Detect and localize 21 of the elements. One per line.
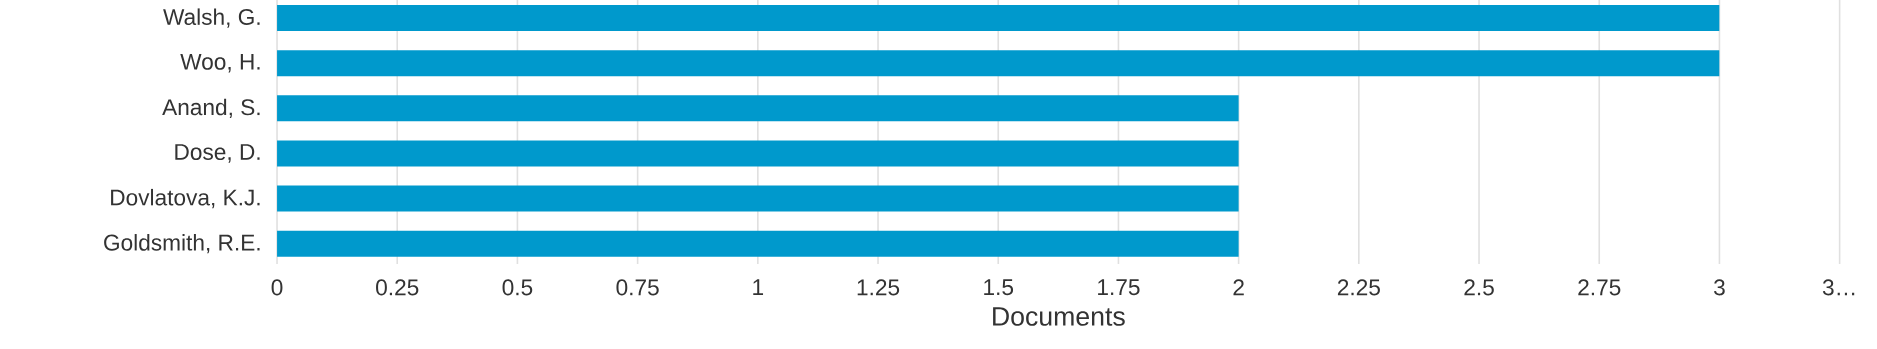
x-tick-label: 1.75 xyxy=(1098,279,1140,296)
y-tick-label: Walsh, G. xyxy=(163,8,260,28)
x-tick-label: 2.75 xyxy=(1578,279,1621,296)
x-tick-label: 0.75 xyxy=(616,279,659,296)
x-tick-label: 1.5 xyxy=(984,279,1014,296)
x-axis-title: Documents xyxy=(993,307,1125,326)
y-tick-label: Goldsmith, R.E. xyxy=(104,234,260,254)
x-tick-label: 2.5 xyxy=(1464,279,1494,296)
y-tick-label: Dose, D. xyxy=(175,144,260,163)
x-tick-label: 0 xyxy=(271,279,283,296)
x-tick-label: 0.5 xyxy=(502,279,533,296)
x-tick-label: 0.25 xyxy=(376,279,419,296)
x-tick-label: 2 xyxy=(1233,279,1244,296)
y-tick-label: Anand, S. xyxy=(162,98,260,118)
y-tick-label: Woo, H. xyxy=(180,53,260,73)
x-tick-label: 2.25 xyxy=(1337,279,1380,296)
y-tick-label: Dovlatova, K.J. xyxy=(111,188,260,209)
x-tick-label: 3 xyxy=(1713,279,1725,296)
x-tick-label: 3… xyxy=(1822,279,1855,296)
x-tick-label: 1 xyxy=(753,279,764,295)
x-tick-label: 1.25 xyxy=(857,279,900,296)
